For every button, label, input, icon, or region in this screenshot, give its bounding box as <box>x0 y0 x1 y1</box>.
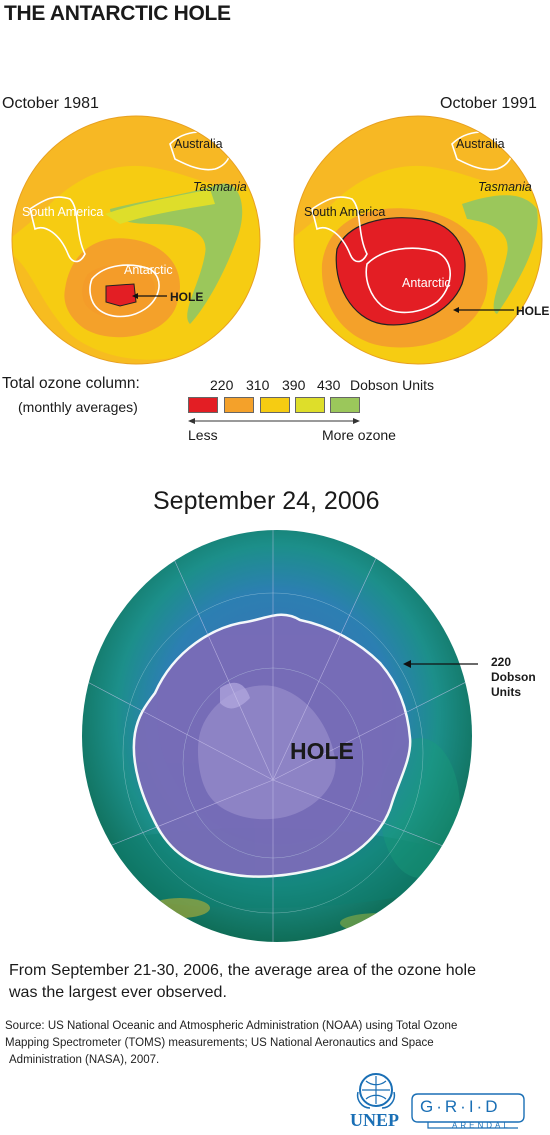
contour-label-dobson: Dobson <box>491 670 536 684</box>
unep-logo-text: UNEP <box>350 1110 399 1130</box>
contour-label-220: 220 <box>491 655 512 669</box>
label-tasmania-1981: Tasmania <box>193 180 247 194</box>
legend-subtitle: (monthly averages) <box>18 399 138 415</box>
unep-logo-icon <box>356 1073 396 1109</box>
legend-swatch-red <box>188 397 218 413</box>
legend-title: Total ozone column: <box>2 375 140 392</box>
label-south-america-1991: South America <box>304 205 386 219</box>
label-tasmania-1991: Tasmania <box>478 180 532 194</box>
label-antarctic-1991: Antarctic <box>402 276 451 290</box>
source-line-3: Administration (NASA), 2007. <box>9 1054 160 1066</box>
source-line-1: Source: US National Oceanic and Atmosphe… <box>5 1020 458 1032</box>
legend-value-220: 220 <box>210 377 234 393</box>
legend-more-label: More ozone <box>322 427 396 443</box>
map-1991-date: October 1991 <box>440 95 537 112</box>
satellite-ozone-globe <box>82 530 478 942</box>
legend-swatch-orange <box>224 397 254 413</box>
caption-line-2: was the largest ever observed. <box>9 984 227 1001</box>
satellite-date: September 24, 2006 <box>153 487 380 515</box>
grid-logo-text: G·R·I·D <box>420 1097 501 1116</box>
label-south-america-1981: South America <box>22 205 104 219</box>
legend-value-310: 310 <box>246 377 270 393</box>
legend-swatch-lime <box>295 397 325 413</box>
map-1981-date: October 1981 <box>2 95 99 112</box>
legend-swatch-green <box>330 397 360 413</box>
grid-arendal-logo <box>411 1093 525 1129</box>
label-antarctic-1981: Antarctic <box>124 263 173 277</box>
label-hole-1981: HOLE <box>170 290 204 304</box>
label-hole-1991: HOLE <box>516 304 550 318</box>
legend-less-label: Less <box>188 427 218 443</box>
legend-value-390: 390 <box>282 377 306 393</box>
caption-line-1: From September 21-30, 2006, the average … <box>9 962 476 979</box>
label-australia-1981: Australia <box>174 137 223 151</box>
ozone-map-1991 <box>293 115 543 365</box>
ozone-map-1981 <box>11 115 261 365</box>
page-title: THE ANTARCTIC HOLE <box>4 2 231 25</box>
label-australia-1991: Australia <box>456 137 505 151</box>
legend-swatch-yellow <box>260 397 290 413</box>
source-line-2: Mapping Spectrometer (TOMS) measurements… <box>5 1037 434 1049</box>
legend-units: Dobson Units <box>350 377 435 393</box>
arendal-logo-text: ARENDAL <box>452 1121 511 1130</box>
contour-label-units: Units <box>491 685 521 699</box>
satellite-hole-label: HOLE <box>290 738 354 764</box>
legend-double-arrow <box>188 418 360 424</box>
legend-value-430: 430 <box>317 377 341 393</box>
